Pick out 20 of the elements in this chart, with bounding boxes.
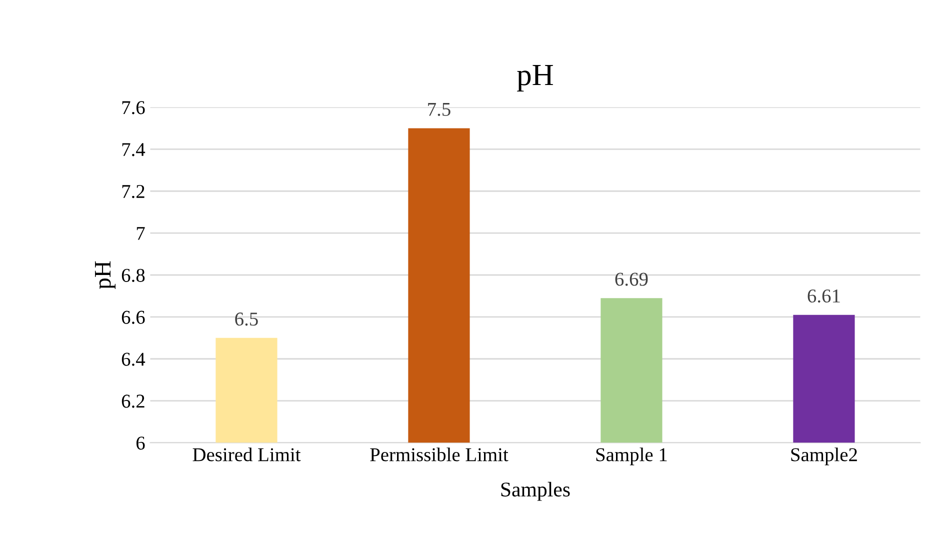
y-tick-label: 7.6 xyxy=(122,101,145,114)
y-tick-label: 6.8 xyxy=(122,268,145,282)
x-tick-label: Desired Limit xyxy=(192,448,301,462)
y-tick-label: 7 xyxy=(136,227,145,240)
y-axis-title: pH xyxy=(95,261,116,290)
x-tick-label: Sample2 xyxy=(791,448,857,466)
y-tick-label: 6.6 xyxy=(122,310,145,324)
y-tick-label: 6.4 xyxy=(122,352,146,366)
y-tick-label: 6 xyxy=(136,436,145,450)
data-label: 6.69 xyxy=(615,272,648,286)
y-tick-label: 6.2 xyxy=(122,394,144,408)
y-tick-label: 7.2 xyxy=(122,184,144,198)
x-tick-label: Sample 1 xyxy=(596,448,667,466)
data-label: 6.5 xyxy=(235,312,258,326)
data-label: 7.5 xyxy=(428,103,450,116)
chart-title: pH xyxy=(517,65,554,92)
data-label: 6.61 xyxy=(808,289,840,303)
x-tick-label: Permissible Limit xyxy=(370,448,508,462)
y-tick-label: 7.4 xyxy=(122,143,146,156)
x-axis-title: Samples xyxy=(501,482,570,501)
